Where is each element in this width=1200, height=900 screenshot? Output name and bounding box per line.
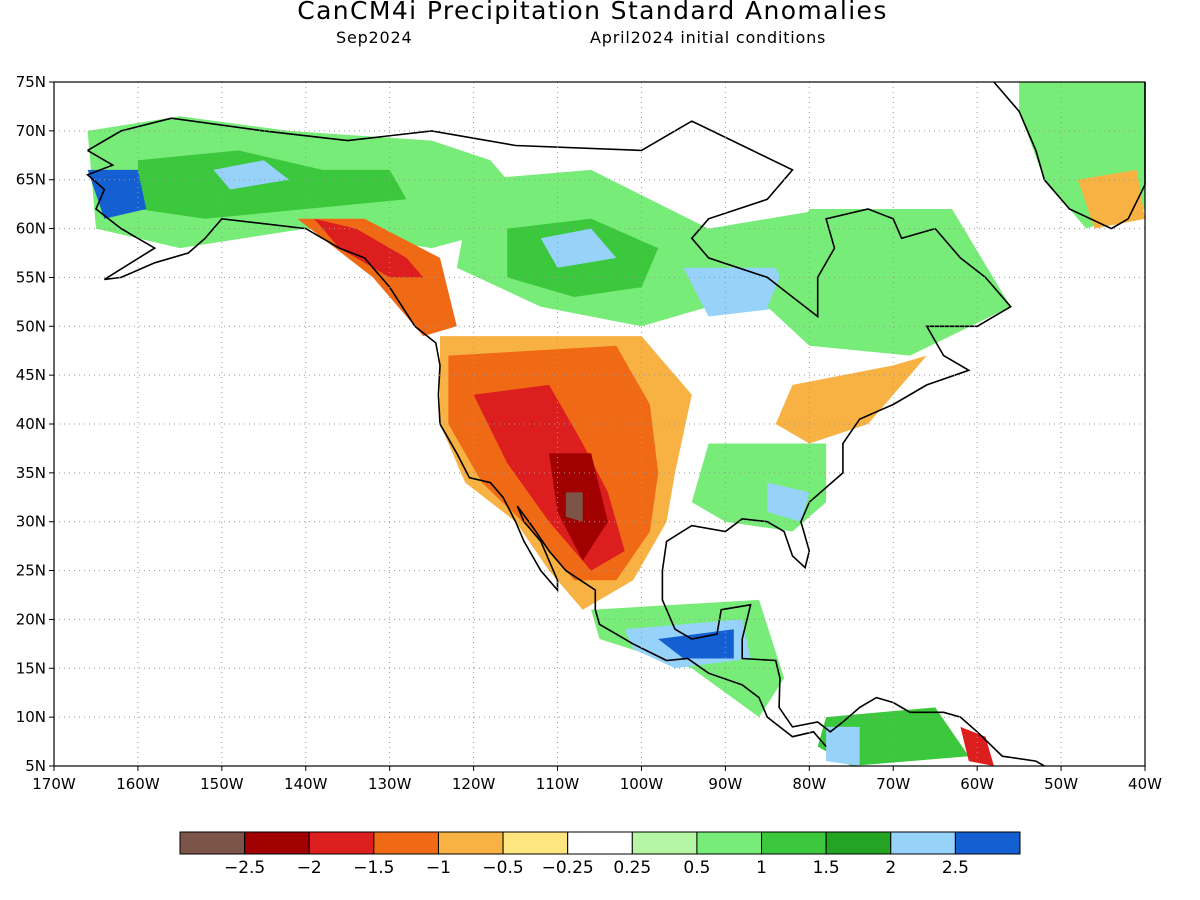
region-central-america-dblue [658,629,734,659]
colorbar-label: 0.25 [613,858,651,878]
colorbar-swatch [567,831,633,855]
lon-label: 170W [32,775,76,793]
lon-label: 100W [620,775,664,793]
region-greenland-dry [1077,169,1145,229]
colorbar-label: −1 [426,858,451,878]
colorbar-swatch [696,831,763,855]
colorbar-swatch [373,831,439,855]
lat-label: 30N [16,513,46,531]
colorbar-swatch [890,831,956,855]
region-southeast-blue [767,482,810,522]
lon-label: 110W [536,775,580,793]
anomaly-fields [87,82,1145,766]
lon-label: 150W [200,775,244,793]
region-alaska-wet-core [137,150,407,219]
lat-label: 40N [16,415,46,433]
lon-label: 70W [876,775,910,793]
lat-label: 15N [16,659,46,677]
colorbar-swatch [179,831,246,855]
lat-label: 60N [16,220,46,238]
pacific-coast [86,149,827,748]
greenland-coast [993,81,1146,230]
colorbar-label: −2 [297,858,322,878]
colorbar-swatch [244,831,310,855]
longitude-axis: 170W 160W 150W 140W 130W 120W 110W 100W 90W 80W 70… [32,766,1162,793]
lat-label: 25N [16,562,46,580]
region-venezuela-dry [960,726,994,766]
region-hudson-blue [683,267,793,317]
region-sw-extreme [565,492,583,522]
lat-label: 35N [16,464,46,482]
region-gulf-alaska-dry [297,218,457,337]
colorbar-label: −0.5 [482,858,523,878]
colorbar-swatch [761,831,827,855]
lon-label: 80W [792,775,826,793]
colorbar-label: −2.5 [224,858,265,878]
lat-label: 5N [25,757,46,775]
forecast-month: Sep2024 [336,28,413,47]
colorbar-swatch [631,831,698,855]
lat-label: 20N [16,610,46,628]
colorbar-label: −1.5 [353,858,394,878]
region-gulf-alaska-dry-core [314,218,424,278]
colorbar-label: −0.25 [542,858,594,878]
lat-label: 65N [16,171,46,189]
region-alaska-west-blue [87,169,147,219]
initial-conditions: April2024 initial conditions [590,28,827,47]
lon-label: 60W [960,775,994,793]
map-title: CanCM4i Precipitation Standard Anomalies [297,0,888,25]
region-southeast-wet [691,443,827,532]
region-south-america-blue [826,726,860,766]
lon-label: 40W [1128,775,1162,793]
lon-label: 160W [116,775,160,793]
colorbar-label: 2 [885,858,896,878]
colorbar-swatch [308,831,375,855]
lat-label: 10N [16,708,46,726]
lat-label: 50N [16,317,46,335]
colorbar-label: 1 [756,858,767,878]
lat-label: 55N [16,268,46,286]
region-alaska-core-blue [213,160,289,190]
lat-label: 75N [16,73,46,91]
colorbar-label: 2.5 [942,858,969,878]
colorbar: −2.5 −2 −1.5 −1 −0.5 −0.25 0.25 0.5 1 1.5 2 2.5 [179,831,1021,878]
colorbar-swatch [437,831,504,855]
region-northeast-dry [775,355,927,444]
colorbar-swatch [502,831,569,855]
latitude-axis: 5N 10N 15N 20N 25N 30N 35N 40N 45N 50N 55N 60N 65N 70… [16,73,54,775]
coastlines [86,81,1146,767]
lon-label: 130W [368,775,412,793]
region-canada-central-blue [540,228,617,268]
graticule [54,82,1145,766]
colorbar-swatch [954,831,1021,855]
lon-label: 120W [452,775,496,793]
lon-label: 50W [1044,775,1078,793]
colorbar-label: 0.5 [683,858,710,878]
region-quebec-wet [767,209,1011,356]
lat-label: 70N [16,122,46,140]
lon-label: 140W [284,775,328,793]
colorbar-label: 1.5 [813,858,840,878]
colorbar-swatch [825,831,892,855]
lat-label: 45N [16,366,46,384]
lon-label: 90W [708,775,742,793]
north-america-coast [87,117,1045,767]
